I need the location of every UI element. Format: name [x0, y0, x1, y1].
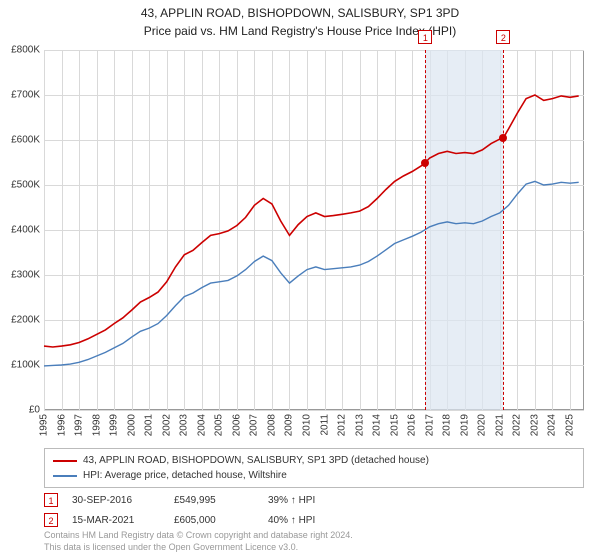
x-tick-label: 2006: [231, 414, 242, 436]
legend-item: HPI: Average price, detached house, Wilt…: [53, 468, 575, 483]
event-marker-box: 1: [418, 30, 432, 44]
x-tick-label: 2022: [512, 414, 523, 436]
event-marker-icon: 1: [44, 493, 58, 507]
x-tick-label: 2012: [337, 414, 348, 436]
x-tick-label: 2007: [249, 414, 260, 436]
legend-label: 43, APPLIN ROAD, BISHOPDOWN, SALISBURY, …: [83, 453, 429, 468]
x-tick-label: 1996: [56, 414, 67, 436]
event-date: 15-MAR-2021: [72, 515, 160, 526]
event-dot: [421, 159, 429, 167]
x-tick-label: 1999: [109, 414, 120, 436]
x-tick-label: 2016: [407, 414, 418, 436]
footer-line: This data is licensed under the Open Gov…: [44, 542, 584, 554]
event-vline: [425, 50, 426, 410]
x-tick-label: 2015: [389, 414, 400, 436]
y-tick-label: £600K: [11, 135, 40, 146]
y-tick-label: £800K: [11, 45, 40, 56]
x-tick-label: 2025: [564, 414, 575, 436]
event-price: £605,000: [174, 515, 254, 526]
x-tick-label: 2000: [126, 414, 137, 436]
x-tick-label: 2014: [372, 414, 383, 436]
event-price: £549,995: [174, 495, 254, 506]
line-series: [44, 95, 579, 347]
legend-swatch: [53, 475, 77, 477]
x-tick-label: 2024: [547, 414, 558, 436]
x-tick-label: 2019: [459, 414, 470, 436]
y-tick-label: £400K: [11, 225, 40, 236]
x-tick-label: 2011: [319, 414, 330, 436]
x-tick-label: 1998: [91, 414, 102, 436]
x-tick-label: 2008: [266, 414, 277, 436]
x-tick-label: 2018: [442, 414, 453, 436]
x-tick-label: 2017: [424, 414, 435, 436]
x-tick-label: 2005: [214, 414, 225, 436]
y-tick-label: £500K: [11, 180, 40, 191]
legend-item: 43, APPLIN ROAD, BISHOPDOWN, SALISBURY, …: [53, 453, 575, 468]
x-tick-label: 2009: [284, 414, 295, 436]
y-tick-label: £700K: [11, 90, 40, 101]
y-tick-label: £100K: [11, 360, 40, 371]
x-tick-label: 2020: [477, 414, 488, 436]
y-tick-label: £200K: [11, 315, 40, 326]
events-table: 1 30-SEP-2016 £549,995 39% ↑ HPI 2 15-MA…: [44, 490, 584, 530]
event-diff: 39% ↑ HPI: [268, 495, 348, 506]
chart-container: 43, APPLIN ROAD, BISHOPDOWN, SALISBURY, …: [0, 0, 600, 560]
footer-line: Contains HM Land Registry data © Crown c…: [44, 530, 584, 542]
chart-title: 43, APPLIN ROAD, BISHOPDOWN, SALISBURY, …: [0, 0, 600, 22]
x-tick-label: 2004: [196, 414, 207, 436]
legend-box: 43, APPLIN ROAD, BISHOPDOWN, SALISBURY, …: [44, 448, 584, 488]
event-marker-icon: 2: [44, 513, 58, 527]
legend-label: HPI: Average price, detached house, Wilt…: [83, 468, 287, 483]
event-row: 2 15-MAR-2021 £605,000 40% ↑ HPI: [44, 510, 584, 530]
x-tick-label: 2003: [179, 414, 190, 436]
x-tick-label: 2013: [354, 414, 365, 436]
chart-plot-area: 12 £0£100K£200K£300K£400K£500K£600K£700K…: [44, 50, 584, 410]
event-dot: [499, 134, 507, 142]
legend-swatch: [53, 460, 77, 462]
event-diff: 40% ↑ HPI: [268, 515, 348, 526]
x-tick-label: 2001: [144, 414, 155, 436]
license-footer: Contains HM Land Registry data © Crown c…: [44, 530, 584, 553]
y-tick-label: £300K: [11, 270, 40, 281]
event-date: 30-SEP-2016: [72, 495, 160, 506]
x-tick-label: 2010: [301, 414, 312, 436]
x-tick-label: 1997: [74, 414, 85, 436]
event-marker-box: 2: [496, 30, 510, 44]
event-vline: [503, 50, 504, 410]
x-tick-label: 2023: [529, 414, 540, 436]
x-tick-label: 1995: [39, 414, 50, 436]
event-row: 1 30-SEP-2016 £549,995 39% ↑ HPI: [44, 490, 584, 510]
x-tick-label: 2021: [494, 414, 505, 436]
x-tick-label: 2002: [161, 414, 172, 436]
line-series: [44, 181, 579, 366]
